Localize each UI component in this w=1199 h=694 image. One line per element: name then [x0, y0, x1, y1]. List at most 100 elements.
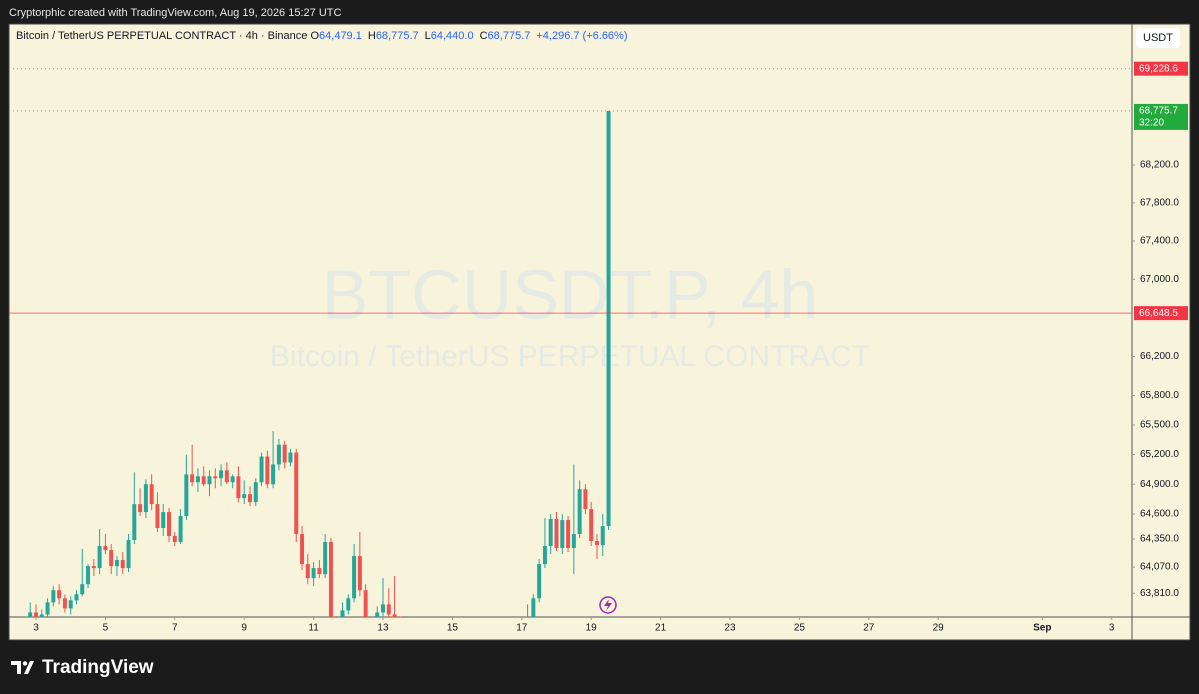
candle-body [276, 444, 281, 465]
price-label: 69,228.6 [1139, 63, 1178, 74]
x-tick-label: 29 [933, 623, 945, 634]
candle-body [380, 604, 385, 613]
y-tick-label: 64,600.0 [1140, 509, 1179, 520]
candle-body [542, 546, 547, 565]
x-tick-label: 25 [794, 623, 806, 634]
candle-body [167, 512, 172, 537]
lightning-icon[interactable] [599, 596, 617, 614]
x-tick-label: Sep [1033, 623, 1051, 634]
candle-body [120, 560, 125, 569]
candle-body [207, 476, 212, 485]
candle-body [114, 560, 119, 567]
x-tick-label: 23 [724, 623, 736, 634]
candle-body [265, 456, 270, 485]
price-label-box [1134, 306, 1188, 321]
watermark-symbol: BTCUSDT.P, 4h [322, 255, 819, 333]
legend-title: Bitcoin / TetherUS PERPETUAL CONTRACT · … [16, 30, 308, 42]
candle-body [91, 566, 96, 569]
y-tick-label: 67,000.0 [1140, 274, 1179, 285]
candle-body [155, 504, 160, 529]
candle-body [560, 520, 565, 549]
y-tick-label: 67,400.0 [1140, 236, 1179, 247]
x-tick-label: 13 [377, 623, 389, 634]
candle-body [589, 509, 594, 542]
legend-change: +4,296.7 (+6.66%) [536, 30, 628, 42]
candle-body [352, 556, 357, 599]
candle-body [190, 474, 195, 483]
candle-body [74, 594, 79, 601]
price-label-box [1134, 103, 1188, 130]
candle-body [311, 568, 316, 579]
candle-body [143, 484, 148, 513]
candle-body [271, 464, 276, 485]
legend-value: 68,775.7 [487, 30, 531, 42]
candle-body [109, 550, 114, 567]
candle-body [213, 476, 218, 479]
candle-body [149, 484, 154, 505]
candle-body [253, 482, 258, 503]
candle-body [132, 504, 137, 541]
x-tick-label: 27 [863, 623, 875, 634]
candles [28, 110, 611, 617]
candle-body [195, 476, 200, 483]
candle-body [548, 519, 553, 547]
x-tick-label: 17 [516, 623, 528, 634]
candle-body [288, 452, 293, 463]
currency[interactable]: USDT [1143, 32, 1173, 44]
candle-body [126, 540, 131, 569]
candle-body [600, 526, 605, 546]
y-tick-label: 68,200.0 [1140, 160, 1179, 171]
candle-body [184, 474, 189, 517]
candle-body [39, 614, 44, 617]
y-tick-label: 67,800.0 [1140, 198, 1179, 209]
candle-body [346, 598, 351, 611]
x-tick-label: 3 [1109, 623, 1115, 634]
candle-body [294, 452, 299, 535]
candle-body [282, 444, 287, 463]
y-tick-label: 64,350.0 [1140, 534, 1179, 545]
candle-body [57, 590, 62, 599]
candle-body [51, 590, 56, 603]
candle-body [537, 564, 542, 599]
y-tick-label: 64,900.0 [1140, 479, 1179, 490]
credit: Cryptorphic created with TradingView.com… [9, 7, 341, 19]
candle-body [300, 534, 305, 565]
candle-body [247, 494, 252, 503]
candle-body [392, 614, 397, 617]
candle-body [224, 470, 229, 483]
candle-body [230, 476, 235, 483]
y-tick-label: 65,800.0 [1140, 390, 1179, 401]
candle-body [328, 542, 333, 617]
candle-body [33, 612, 38, 617]
x-tick-label: 21 [655, 623, 667, 634]
candle-body [375, 612, 380, 617]
brand-logo [11, 661, 34, 674]
candle-body [583, 489, 588, 510]
legend-value: 64,440.0 [430, 30, 474, 42]
legend-key: L [424, 30, 431, 42]
candle-body [242, 494, 247, 499]
currency-box[interactable] [1136, 28, 1180, 48]
legend-key: O [310, 30, 320, 42]
candle-body [340, 610, 345, 617]
candle-body [28, 612, 33, 617]
y-tick-label: 65,500.0 [1140, 420, 1179, 431]
watermark-name: Bitcoin / TetherUS PERPETUAL CONTRACT [270, 340, 870, 373]
legend: Bitcoin / TetherUS PERPETUAL CONTRACT · … [16, 30, 634, 42]
candle-body [161, 512, 166, 529]
x-tick-label: 7 [172, 623, 178, 634]
candle-body [86, 566, 91, 585]
candle-body [606, 110, 611, 527]
candle-body [45, 602, 50, 615]
legend-key: C [479, 30, 488, 42]
candle-body [317, 568, 322, 575]
candle-body [80, 584, 85, 595]
candle-body [236, 476, 241, 499]
y-tick-label: 63,810.0 [1140, 588, 1179, 599]
legend-value: 64,479.1 [319, 30, 362, 42]
candle-body [103, 546, 108, 551]
price-label-box [1134, 61, 1188, 76]
candle-body [201, 476, 206, 485]
price-label: 68,775.7 [1139, 106, 1178, 117]
brand: TradingView [42, 657, 154, 678]
